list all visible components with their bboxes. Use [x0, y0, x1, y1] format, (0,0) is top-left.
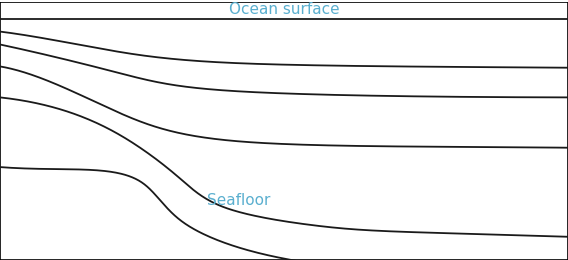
Text: Seafloor: Seafloor — [207, 193, 270, 208]
Text: Ocean surface: Ocean surface — [229, 2, 339, 17]
